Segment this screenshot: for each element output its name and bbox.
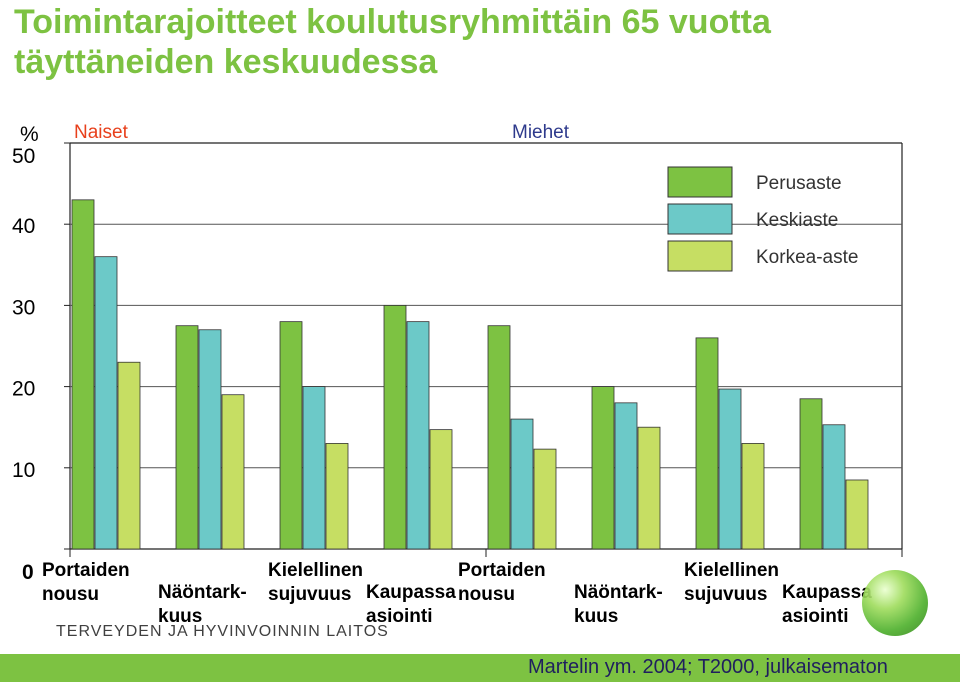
group-label-naiset: Naiset bbox=[74, 122, 129, 143]
group-label-miehet: Miehet bbox=[512, 122, 570, 143]
category-label: nousu bbox=[458, 584, 515, 605]
source-citation: Martelin ym. 2004; T2000, julkaisematon bbox=[528, 656, 888, 678]
category-label: asiointi bbox=[366, 606, 433, 627]
legend-entry: Keskiaste bbox=[756, 210, 838, 231]
bar bbox=[279, 321, 303, 550]
bar bbox=[302, 386, 326, 550]
category-label: kuus bbox=[158, 606, 202, 627]
bar bbox=[799, 398, 823, 550]
category-label: Kaupassa bbox=[782, 582, 872, 603]
y-tick-label: 40 bbox=[12, 215, 35, 238]
y-tick-label: 10 bbox=[12, 459, 35, 482]
bar bbox=[198, 329, 222, 550]
bar bbox=[94, 256, 118, 550]
y-axis-label: % bbox=[20, 123, 39, 146]
footer-bar bbox=[0, 654, 960, 682]
y-tick-label: 30 bbox=[12, 296, 35, 319]
bar bbox=[383, 304, 407, 550]
category-label: Portaiden bbox=[458, 560, 546, 581]
bar bbox=[614, 402, 638, 550]
legend-swatch bbox=[667, 240, 733, 272]
bar bbox=[117, 361, 141, 550]
category-label: Kielellinen bbox=[268, 560, 363, 581]
y-tick-label: 0 bbox=[22, 561, 34, 584]
legend-swatch bbox=[667, 166, 733, 198]
bar bbox=[637, 426, 661, 550]
y-tick-label: 50 bbox=[12, 145, 35, 168]
bar bbox=[406, 321, 430, 550]
chart-title: Toimintarajoitteet koulutusryhmittäin 65… bbox=[14, 3, 771, 81]
category-label: asiointi bbox=[782, 606, 849, 627]
category-label: sujuvuus bbox=[684, 584, 767, 605]
category-label: kuus bbox=[574, 606, 618, 627]
category-label: Näöntark- bbox=[158, 582, 247, 603]
category-label: Portaiden bbox=[42, 560, 130, 581]
bar bbox=[429, 429, 453, 550]
legend-entry: Perusaste bbox=[756, 173, 842, 194]
bar bbox=[175, 325, 199, 550]
category-label: Kaupassa bbox=[366, 582, 456, 603]
category-label: sujuvuus bbox=[268, 584, 351, 605]
bar bbox=[845, 479, 869, 550]
bar bbox=[591, 386, 615, 550]
legend-entry: Korkea-aste bbox=[756, 247, 858, 268]
bar bbox=[325, 443, 349, 550]
category-label: Kielellinen bbox=[684, 560, 779, 581]
category-label: Näöntark- bbox=[574, 582, 663, 603]
bar bbox=[71, 199, 95, 550]
institution-logo-text: TERVEYDEN JA HYVINVOINNIN LAITOS bbox=[56, 623, 389, 640]
bar bbox=[741, 443, 765, 550]
bar bbox=[718, 388, 742, 550]
bar bbox=[221, 394, 245, 550]
globe-logo-icon bbox=[862, 570, 928, 636]
bar bbox=[487, 325, 511, 550]
bar bbox=[695, 337, 719, 550]
bar bbox=[510, 418, 534, 550]
bar bbox=[822, 424, 846, 550]
legend-swatch bbox=[667, 203, 733, 235]
category-label: nousu bbox=[42, 584, 99, 605]
bar bbox=[533, 448, 557, 550]
y-tick-label: 20 bbox=[12, 378, 35, 401]
